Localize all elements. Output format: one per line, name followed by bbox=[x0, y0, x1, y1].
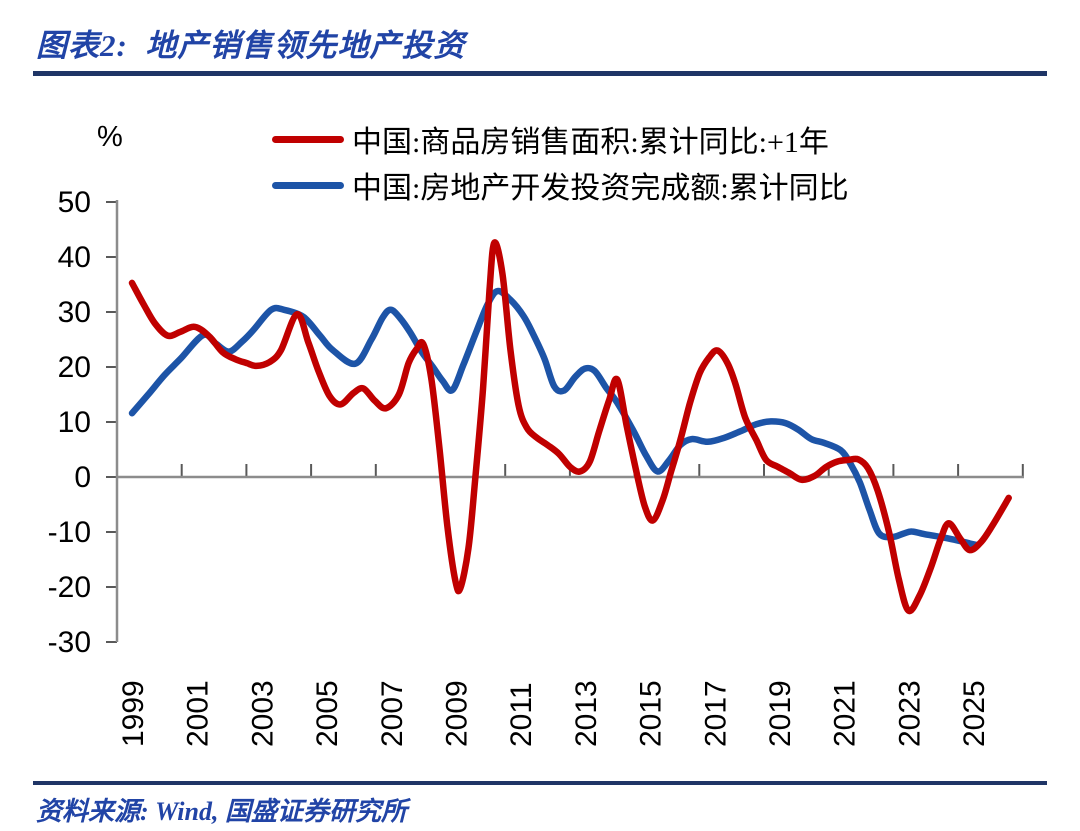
legend-item-investment: 中国:房地产开发投资完成额:累计同比 bbox=[272, 162, 849, 208]
y-axis-unit-label: % bbox=[97, 121, 123, 153]
y-tick-label: -30 bbox=[48, 626, 91, 659]
y-tick-label: 30 bbox=[58, 296, 91, 329]
series-line-investment bbox=[128, 287, 982, 549]
y-tick-label: -20 bbox=[48, 571, 91, 604]
legend-item-sales: 中国:商品房销售面积:累计同比:+1年 bbox=[272, 116, 849, 162]
x-tick-label: 2025 bbox=[958, 680, 991, 747]
y-tick-label: 10 bbox=[58, 406, 91, 439]
x-tick-label: 2003 bbox=[246, 680, 279, 747]
investment-series-swatch bbox=[272, 181, 344, 189]
series-line-sales bbox=[128, 239, 1012, 615]
sales-series-swatch bbox=[272, 135, 344, 143]
y-tick-label: -10 bbox=[48, 516, 91, 549]
x-tick-label: 2005 bbox=[311, 680, 344, 747]
x-tick-label: 2009 bbox=[441, 680, 474, 747]
x-tick-label: 1999 bbox=[117, 680, 150, 747]
bottom-divider-rule bbox=[33, 781, 1047, 785]
legend-label-investment: 中国:房地产开发投资完成额:累计同比 bbox=[352, 172, 849, 205]
x-tick-label: 2017 bbox=[699, 680, 732, 747]
x-tick-label: 2021 bbox=[829, 680, 862, 747]
x-tick-label: 2013 bbox=[570, 680, 603, 747]
x-tick-label: 2015 bbox=[635, 680, 668, 747]
x-tick-label: 2007 bbox=[376, 680, 409, 747]
chart-title: 图表2: 地产销售领先地产投资 bbox=[36, 28, 466, 63]
x-tick-label: 2023 bbox=[893, 680, 926, 747]
y-tick-label: 20 bbox=[58, 351, 91, 384]
x-tick-label: 2019 bbox=[764, 680, 797, 747]
y-tick-label: 0 bbox=[74, 461, 91, 494]
source-note: 资料来源: Wind, 国盛证券研究所 bbox=[36, 797, 407, 826]
legend-label-sales: 中国:商品房销售面积:累计同比:+1年 bbox=[352, 126, 829, 159]
chart-legend: 中国:商品房销售面积:累计同比:+1年 中国:房地产开发投资完成额:累计同比 bbox=[272, 116, 849, 208]
y-tick-label: 50 bbox=[58, 186, 91, 219]
x-tick-label: 2001 bbox=[182, 680, 215, 747]
y-tick-label: 40 bbox=[58, 241, 91, 274]
x-tick-label: 2011 bbox=[505, 682, 538, 747]
top-divider-rule bbox=[33, 71, 1047, 76]
